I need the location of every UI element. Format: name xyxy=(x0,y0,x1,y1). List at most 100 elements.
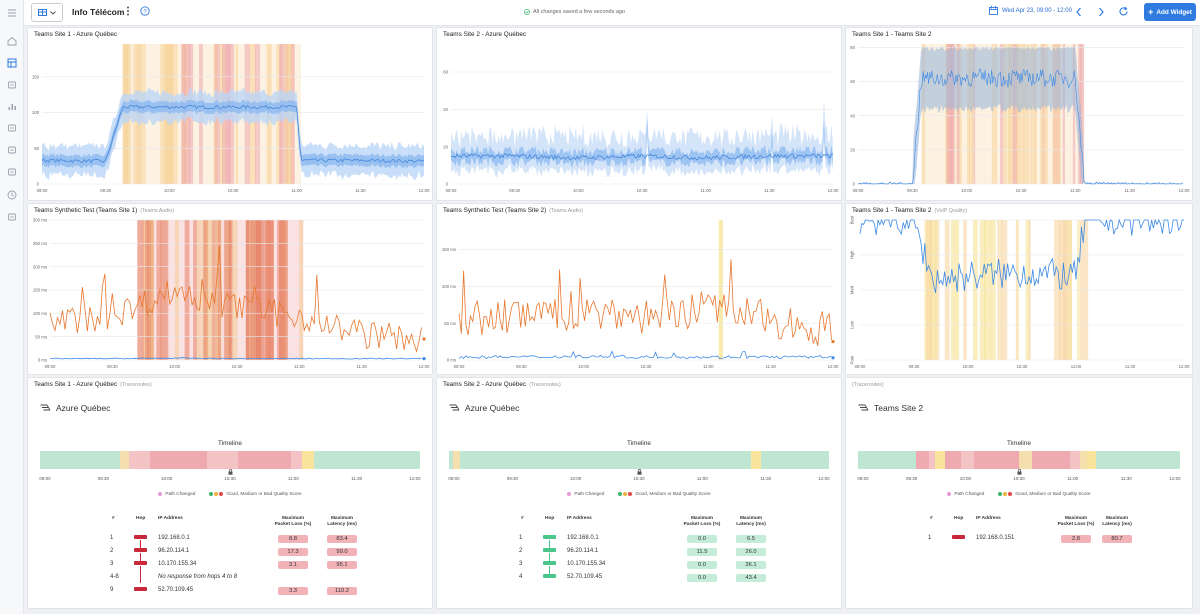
panel-title: Teams Site 2 - Azure Québec xyxy=(443,31,526,38)
series-line-orange xyxy=(49,245,422,353)
timeline-segment[interactable] xyxy=(1070,451,1081,469)
chart-p3[interactable]: 0 20 40 60 80 09:00 09:30 10:00 10:30 11:00 11:30 1… xyxy=(846,40,1192,198)
timeline-segment[interactable] xyxy=(302,451,314,469)
chart-p1[interactable]: 0 50 100 150 09:00 09:30 10:00 10:30 11:00 11:30 1… xyxy=(28,40,432,198)
timeline-segment[interactable] xyxy=(207,451,238,469)
timeline-tick-label: 11:00 xyxy=(696,476,708,481)
chart-p4[interactable]: 0 ms 50 ms 100 ms 150 ms 200 ms 250 ms 300 ms 0… xyxy=(28,216,432,374)
x-tick-label: 10:30 xyxy=(641,364,652,369)
timeline-segment[interactable] xyxy=(1080,451,1087,469)
panel-p3[interactable]: Teams Site 1 - Teams Site 2 0 20 40 60 80 09:… xyxy=(845,27,1193,201)
more-options-icon[interactable] xyxy=(126,6,130,16)
hop-row[interactable]: 1 192.168.0.151 2.8 80.7 xyxy=(846,533,1192,545)
home-icon[interactable] xyxy=(6,35,18,47)
timeline-segment[interactable] xyxy=(1096,451,1180,469)
timeline-segment[interactable] xyxy=(760,451,829,469)
inbox-icon[interactable] xyxy=(6,144,18,156)
chart-p6[interactable]: Poor Low Med High Best 09:00 09:30 10:00 10:30 11… xyxy=(846,216,1192,374)
timeline-segment[interactable] xyxy=(858,451,916,469)
timeline-segment[interactable] xyxy=(119,451,130,469)
timeline-segment[interactable] xyxy=(460,451,752,469)
timeline-segment[interactable] xyxy=(150,451,208,469)
panel-p4[interactable]: Teams Synthetic Test (Teams Site 1) (Team… xyxy=(27,203,433,375)
panel-p9[interactable]: (Traceroutes) Teams Site 2 Timeline 09:00 0… xyxy=(845,377,1193,609)
timeline-segment[interactable] xyxy=(961,451,974,469)
dashboard-selector[interactable] xyxy=(31,3,63,22)
timeline-segment[interactable] xyxy=(935,451,945,469)
timeline-segment[interactable] xyxy=(944,451,962,469)
date-range-picker[interactable]: Wed Apr 23, 09:00 - 12:00 xyxy=(989,6,1072,15)
help-icon[interactable]: ? xyxy=(140,6,150,16)
panel-p8[interactable]: Teams Site 2 - Azure Québec (Traceroutes)… xyxy=(436,377,842,609)
event-band xyxy=(1000,44,1004,184)
timeline-segment[interactable] xyxy=(40,451,120,469)
timeline-bar[interactable] xyxy=(858,451,1180,469)
x-tick-label: 11:00 xyxy=(703,364,714,369)
event-band xyxy=(973,44,976,184)
chevron-right-icon[interactable] xyxy=(1098,7,1104,17)
panel-p2[interactable]: Teams Site 2 - Azure Québec 0 20 40 60 09:00… xyxy=(436,27,842,201)
y-tick-label: Poor xyxy=(850,355,855,365)
gauge-icon[interactable] xyxy=(6,166,18,178)
hop-row[interactable]: 4-8 No response from hops 4 to 8 xyxy=(28,567,432,584)
hop-row[interactable]: 4 52.70.109.45 0.0 43.4 xyxy=(437,572,841,584)
event-band xyxy=(1040,44,1048,184)
report-icon[interactable] xyxy=(6,211,18,223)
timeline-segment[interactable] xyxy=(449,451,453,469)
refresh-icon[interactable] xyxy=(1118,6,1129,17)
hop-row[interactable]: 2 96.20.114.1 17.3 99.0 xyxy=(28,546,432,562)
timeline-segment[interactable] xyxy=(928,451,936,469)
hop-status-bar xyxy=(134,535,147,539)
dashboard-icon[interactable] xyxy=(6,57,18,69)
bar-chart-icon[interactable] xyxy=(6,100,18,112)
hop-ip-address: 96.20.114.1 xyxy=(567,548,599,554)
hop-ip-address: 10.170.155.34 xyxy=(567,561,606,567)
timeline-segment[interactable] xyxy=(452,451,461,469)
timeline-segment[interactable] xyxy=(973,451,1019,469)
timeline-segment[interactable] xyxy=(751,451,761,469)
timeline-bar[interactable] xyxy=(449,451,829,469)
timeline-segment[interactable] xyxy=(129,451,151,469)
timeline-segment[interactable] xyxy=(313,451,420,469)
hop-row[interactable]: 3 10.170.155.34 0.0 36.1 xyxy=(437,559,841,575)
hop-packet-loss: 0.0 xyxy=(687,561,717,569)
panel-p1[interactable]: Teams Site 1 - Azure Québec 0 50 100 150 09:… xyxy=(27,27,433,201)
timeline-segment[interactable] xyxy=(915,451,929,469)
timeline-segment[interactable] xyxy=(290,451,303,469)
x-tick-label: 09:00 xyxy=(454,364,465,369)
timeline-segment[interactable] xyxy=(1018,451,1032,469)
hop-col-header-hop: Hop xyxy=(954,516,964,521)
good-dot xyxy=(209,491,214,496)
chevron-left-icon[interactable] xyxy=(1076,7,1082,17)
hop-col-header-ip: IP Address xyxy=(567,516,592,521)
panel-p7[interactable]: Teams Site 1 - Azure Québec (Traceroutes)… xyxy=(27,377,433,609)
timeline-tick-label: 10:30 xyxy=(633,476,645,481)
hop-row[interactable]: 3 10.170.155.34 3.1 95.1 xyxy=(28,559,432,575)
panel-p6[interactable]: Teams Site 1 - Teams Site 2 (VoIP Quality… xyxy=(845,203,1193,375)
timeline-segment[interactable] xyxy=(1086,451,1097,469)
series-line xyxy=(41,104,425,164)
y-tick-label: 20 xyxy=(850,147,855,152)
routes-icon[interactable] xyxy=(6,79,18,91)
timeline-ticks: 09:00 09:30 10:00 10:30 11:00 11:30 12:00 xyxy=(448,476,829,484)
legend-label: Path Changed xyxy=(165,491,196,496)
timeline-segment[interactable] xyxy=(237,451,291,469)
timeline-tick-label: 10:00 xyxy=(959,476,971,481)
chart-p2[interactable]: 0 20 40 60 09:00 09:30 10:00 10:30 11:00 11:30 12:… xyxy=(437,40,841,198)
hop-number: 2 xyxy=(110,548,114,554)
hop-row[interactable]: 9 52.70.109.45 3.3 110.2 xyxy=(28,585,432,597)
chart-p5[interactable]: 0 ms 50 ms 100 ms 150 ms 09:00 09:30 10:00 10:3… xyxy=(437,216,841,374)
legend-label: Good, Medium or Bad Quality Score xyxy=(635,491,711,496)
timeline-segment[interactable] xyxy=(1031,451,1071,469)
panel-subtitle: (Traceroutes) xyxy=(852,382,884,388)
hop-row[interactable]: 1 192.168.0.1 8.8 83.4 xyxy=(28,533,432,549)
add-widget-button[interactable]: + Add Widget xyxy=(1144,3,1196,21)
timeline-bar[interactable] xyxy=(40,451,420,469)
bad-dot xyxy=(1008,491,1013,496)
hop-row[interactable]: 1 192.168.0.1 0.0 6.5 xyxy=(437,533,841,549)
devices-icon[interactable] xyxy=(6,122,18,134)
panel-p5[interactable]: Teams Synthetic Test (Teams Site 2) (Team… xyxy=(436,203,842,375)
hop-row[interactable]: 2 96.20.114.1 11.5 26.0 xyxy=(437,546,841,562)
menu-icon[interactable] xyxy=(6,7,18,19)
clock-icon[interactable] xyxy=(6,189,18,201)
